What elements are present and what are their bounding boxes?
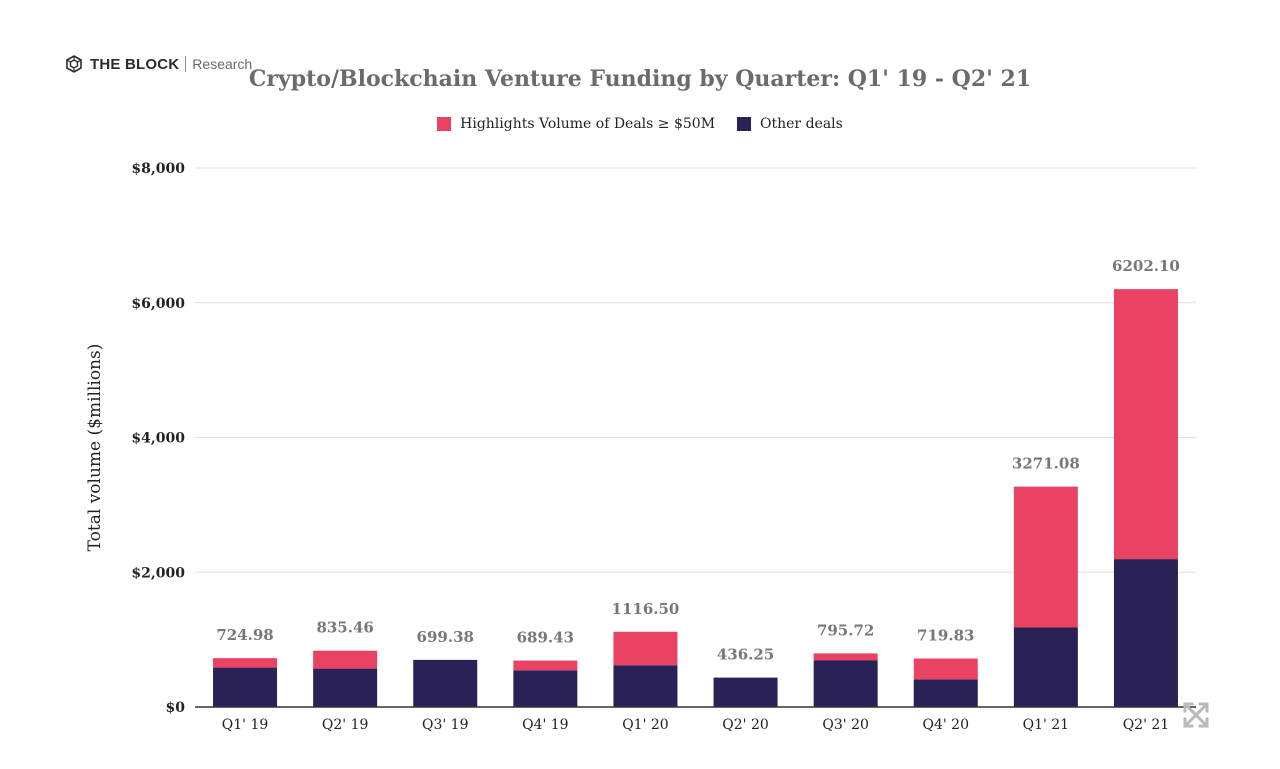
x-tick-label: Q4' 19 [522, 717, 569, 733]
bar-other-deals [1113, 559, 1178, 707]
legend-item-other: Other deals [737, 116, 843, 132]
expand-arrows-icon[interactable] [1182, 701, 1210, 729]
total-data-label: 724.98 [216, 626, 273, 644]
x-tick-label: Q4' 20 [923, 717, 970, 733]
brand-logo: THE BLOCK Research [64, 53, 252, 75]
brand-sub: Research [192, 56, 253, 72]
legend-label-other: Other deals [760, 116, 843, 132]
bar-other-deals [613, 665, 678, 707]
total-data-label: 436.25 [717, 646, 774, 664]
x-tick-label: Q1' 20 [622, 717, 669, 733]
x-tick-label: Q1' 21 [1023, 717, 1070, 733]
bar-highlights [213, 658, 278, 668]
total-data-label: 689.43 [517, 629, 574, 647]
x-tick-label: Q2' 20 [722, 717, 769, 733]
y-tick-label: $0 [166, 700, 186, 716]
total-data-label: 795.72 [817, 621, 874, 639]
bar-highlights [1113, 289, 1178, 560]
bar-highlights [813, 653, 878, 661]
x-tick-label: Q1' 19 [222, 717, 269, 733]
bar-other-deals [913, 679, 978, 707]
brand-divider [185, 56, 187, 72]
x-tick-label: Q3' 20 [822, 717, 869, 733]
y-axis-title: Total volume ($millions) [85, 344, 105, 552]
cube-logo-icon [66, 55, 82, 73]
bar-highlights [513, 660, 578, 671]
total-data-label: 6202.10 [1112, 257, 1180, 275]
bar-other-deals [413, 659, 478, 707]
legend-item-highlights: Highlights Volume of Deals ≥ $50M [437, 116, 715, 132]
x-tick-label: Q2' 19 [322, 717, 369, 733]
legend-label-highlights: Highlights Volume of Deals ≥ $50M [460, 116, 716, 132]
x-tick-label: Q2' 21 [1123, 717, 1170, 733]
bar-other-deals [813, 660, 878, 707]
bar-other-deals [213, 667, 278, 707]
total-data-label: 699.38 [417, 628, 474, 646]
y-tick-label: $8,000 [131, 161, 185, 177]
legend-swatch-highlights [437, 117, 452, 131]
bar-highlights [1013, 486, 1078, 628]
bar-highlights [613, 631, 678, 666]
bar-highlights [313, 650, 378, 669]
chart-title: Crypto/Blockchain Venture Funding by Qua… [248, 66, 1032, 92]
bar-other-deals [513, 670, 578, 707]
y-tick-label: $6,000 [131, 296, 185, 312]
x-tick-label: Q3' 19 [422, 717, 469, 733]
total-data-label: 3271.08 [1012, 455, 1080, 473]
bar-other-deals [713, 677, 778, 707]
bar-highlights [913, 658, 978, 680]
brand-name: THE BLOCK [90, 55, 180, 73]
total-data-label: 1116.50 [612, 600, 680, 618]
y-tick-label: $2,000 [131, 565, 185, 581]
bar-other-deals [1013, 627, 1078, 707]
legend-swatch-other [737, 117, 752, 131]
bar-other-deals [313, 668, 378, 707]
total-data-label: 835.46 [316, 619, 373, 637]
total-data-label: 719.83 [917, 627, 974, 645]
chart-legend: Highlights Volume of Deals ≥ $50M Other … [0, 116, 1280, 132]
y-tick-label: $4,000 [131, 431, 185, 447]
